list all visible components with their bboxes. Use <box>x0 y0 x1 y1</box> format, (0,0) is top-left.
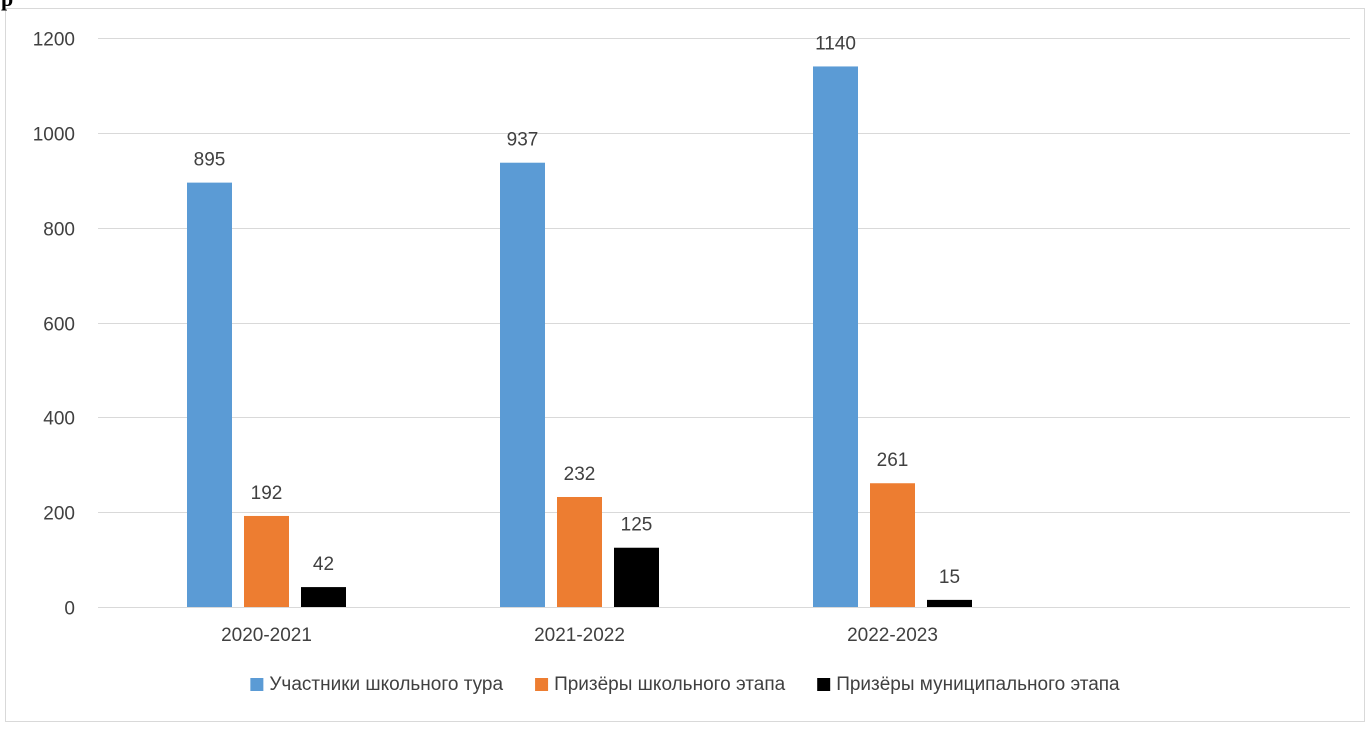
legend-label: Призёры муниципального этапа <box>836 674 1120 695</box>
data-label: 15 <box>939 567 960 588</box>
data-label: 895 <box>194 150 226 171</box>
y-axis-ticks: 0 200 400 600 800 1000 1200 <box>33 30 75 620</box>
legend-item: Участники школьного тура <box>250 674 504 695</box>
x-axis-ticks: 2020-2021 2021-2022 2022-2023 <box>221 625 938 646</box>
bar <box>813 66 858 607</box>
data-label: 232 <box>564 464 596 485</box>
y-tick-label: 0 <box>64 599 75 620</box>
legend-swatch <box>250 678 264 691</box>
y-tick-label: 400 <box>43 409 75 430</box>
legend-label: Участники школьного тура <box>269 674 503 695</box>
corner-text: р <box>1 0 13 11</box>
data-label: 192 <box>251 483 283 504</box>
x-tick-label: 2020-2021 <box>221 625 312 646</box>
data-labels: 895 192 42 937 232 125 1140 261 15 <box>194 33 960 587</box>
y-tick-label: 1000 <box>33 125 75 146</box>
bar <box>301 587 346 607</box>
y-tick-label: 1200 <box>33 30 75 51</box>
legend-item: Призёры школьного этапа <box>535 674 786 695</box>
data-label: 261 <box>877 450 909 471</box>
bars <box>187 66 972 608</box>
legend: Участники школьного тура Призёры школьног… <box>250 674 1120 695</box>
bar <box>870 483 915 607</box>
y-tick-label: 600 <box>43 315 75 336</box>
bar <box>557 496 602 607</box>
bar <box>187 182 232 607</box>
y-tick-label: 200 <box>43 504 75 525</box>
data-label: 125 <box>621 515 653 536</box>
data-label: 1140 <box>815 33 856 54</box>
legend-item: Призёры муниципального этапа <box>817 674 1120 695</box>
legend-swatch <box>817 678 831 691</box>
data-label: 42 <box>313 554 334 575</box>
bar <box>500 162 545 608</box>
legend-label: Призёры школьного этапа <box>554 674 786 695</box>
bar <box>614 547 659 607</box>
bar <box>244 515 289 607</box>
x-tick-label: 2021-2022 <box>534 625 625 646</box>
y-tick-label: 800 <box>43 220 75 241</box>
x-tick-label: 2022-2023 <box>847 625 938 646</box>
bar <box>927 599 972 607</box>
legend-swatch <box>535 678 549 691</box>
gridlines <box>98 38 1350 608</box>
data-label: 937 <box>507 130 539 151</box>
